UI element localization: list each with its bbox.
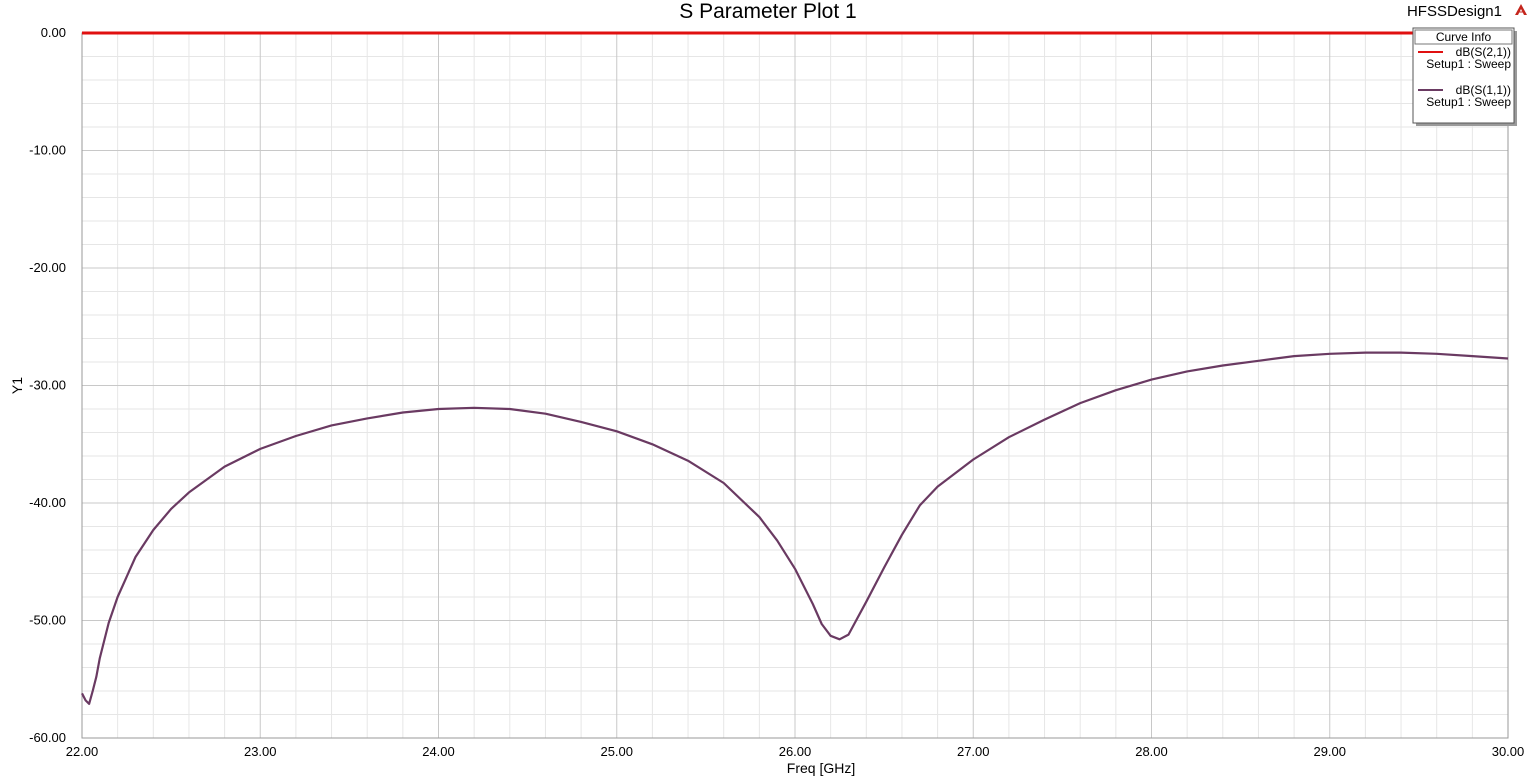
- y-tick-label: 0.00: [41, 25, 66, 40]
- y-tick-label: -10.00: [29, 143, 66, 158]
- design-name-label: HFSSDesign1: [1407, 3, 1502, 20]
- y-tick-label: -50.00: [29, 613, 66, 628]
- legend-entry-name: dB(S(2,1)): [1456, 45, 1511, 59]
- y-tick-label: -20.00: [29, 260, 66, 275]
- y-axis-ticks: 0.00 -10.00 -20.00 -30.00 -40.00 -50.00 -60.00: [29, 25, 66, 745]
- y-tick-label: -60.00: [29, 730, 66, 745]
- x-tick-label: 28.00: [1135, 744, 1168, 759]
- legend-entry-setup: Setup1 : Sweep: [1426, 95, 1511, 109]
- series-layer: [81, 31, 1509, 706]
- legend-title: Curve Info: [1436, 30, 1492, 44]
- chart-title: S Parameter Plot 1: [679, 0, 856, 23]
- legend-entry-setup: Setup1 : Sweep: [1426, 57, 1511, 71]
- series-s11-line: [81, 351, 1509, 706]
- x-tick-label: 25.00: [600, 744, 633, 759]
- x-tick-label: 23.00: [244, 744, 277, 759]
- x-tick-label: 26.00: [779, 744, 812, 759]
- y-axis-label: Y1: [9, 377, 25, 394]
- x-tick-label: 24.00: [422, 744, 455, 759]
- x-tick-label: 22.00: [66, 744, 99, 759]
- x-tick-label: 30.00: [1492, 744, 1525, 759]
- ansys-logo-icon: [1515, 4, 1527, 15]
- y-tick-label: -30.00: [29, 378, 66, 393]
- legend[interactable]: Curve Info dB(S(2,1))Setup1 : SweepdB(S(…: [1412, 27, 1517, 126]
- legend-entries: dB(S(2,1))Setup1 : SweepdB(S(1,1))Setup1…: [1418, 45, 1511, 109]
- x-axis-ticks: 22.00 23.00 24.00 25.00 26.00 27.00 28.00 29.00…: [66, 744, 1525, 759]
- x-tick-label: 27.00: [957, 744, 990, 759]
- x-tick-label: 29.00: [1313, 744, 1346, 759]
- legend-entry-name: dB(S(1,1)): [1456, 83, 1511, 97]
- y-tick-label: -40.00: [29, 495, 66, 510]
- x-axis-label: Freq [GHz]: [787, 760, 855, 776]
